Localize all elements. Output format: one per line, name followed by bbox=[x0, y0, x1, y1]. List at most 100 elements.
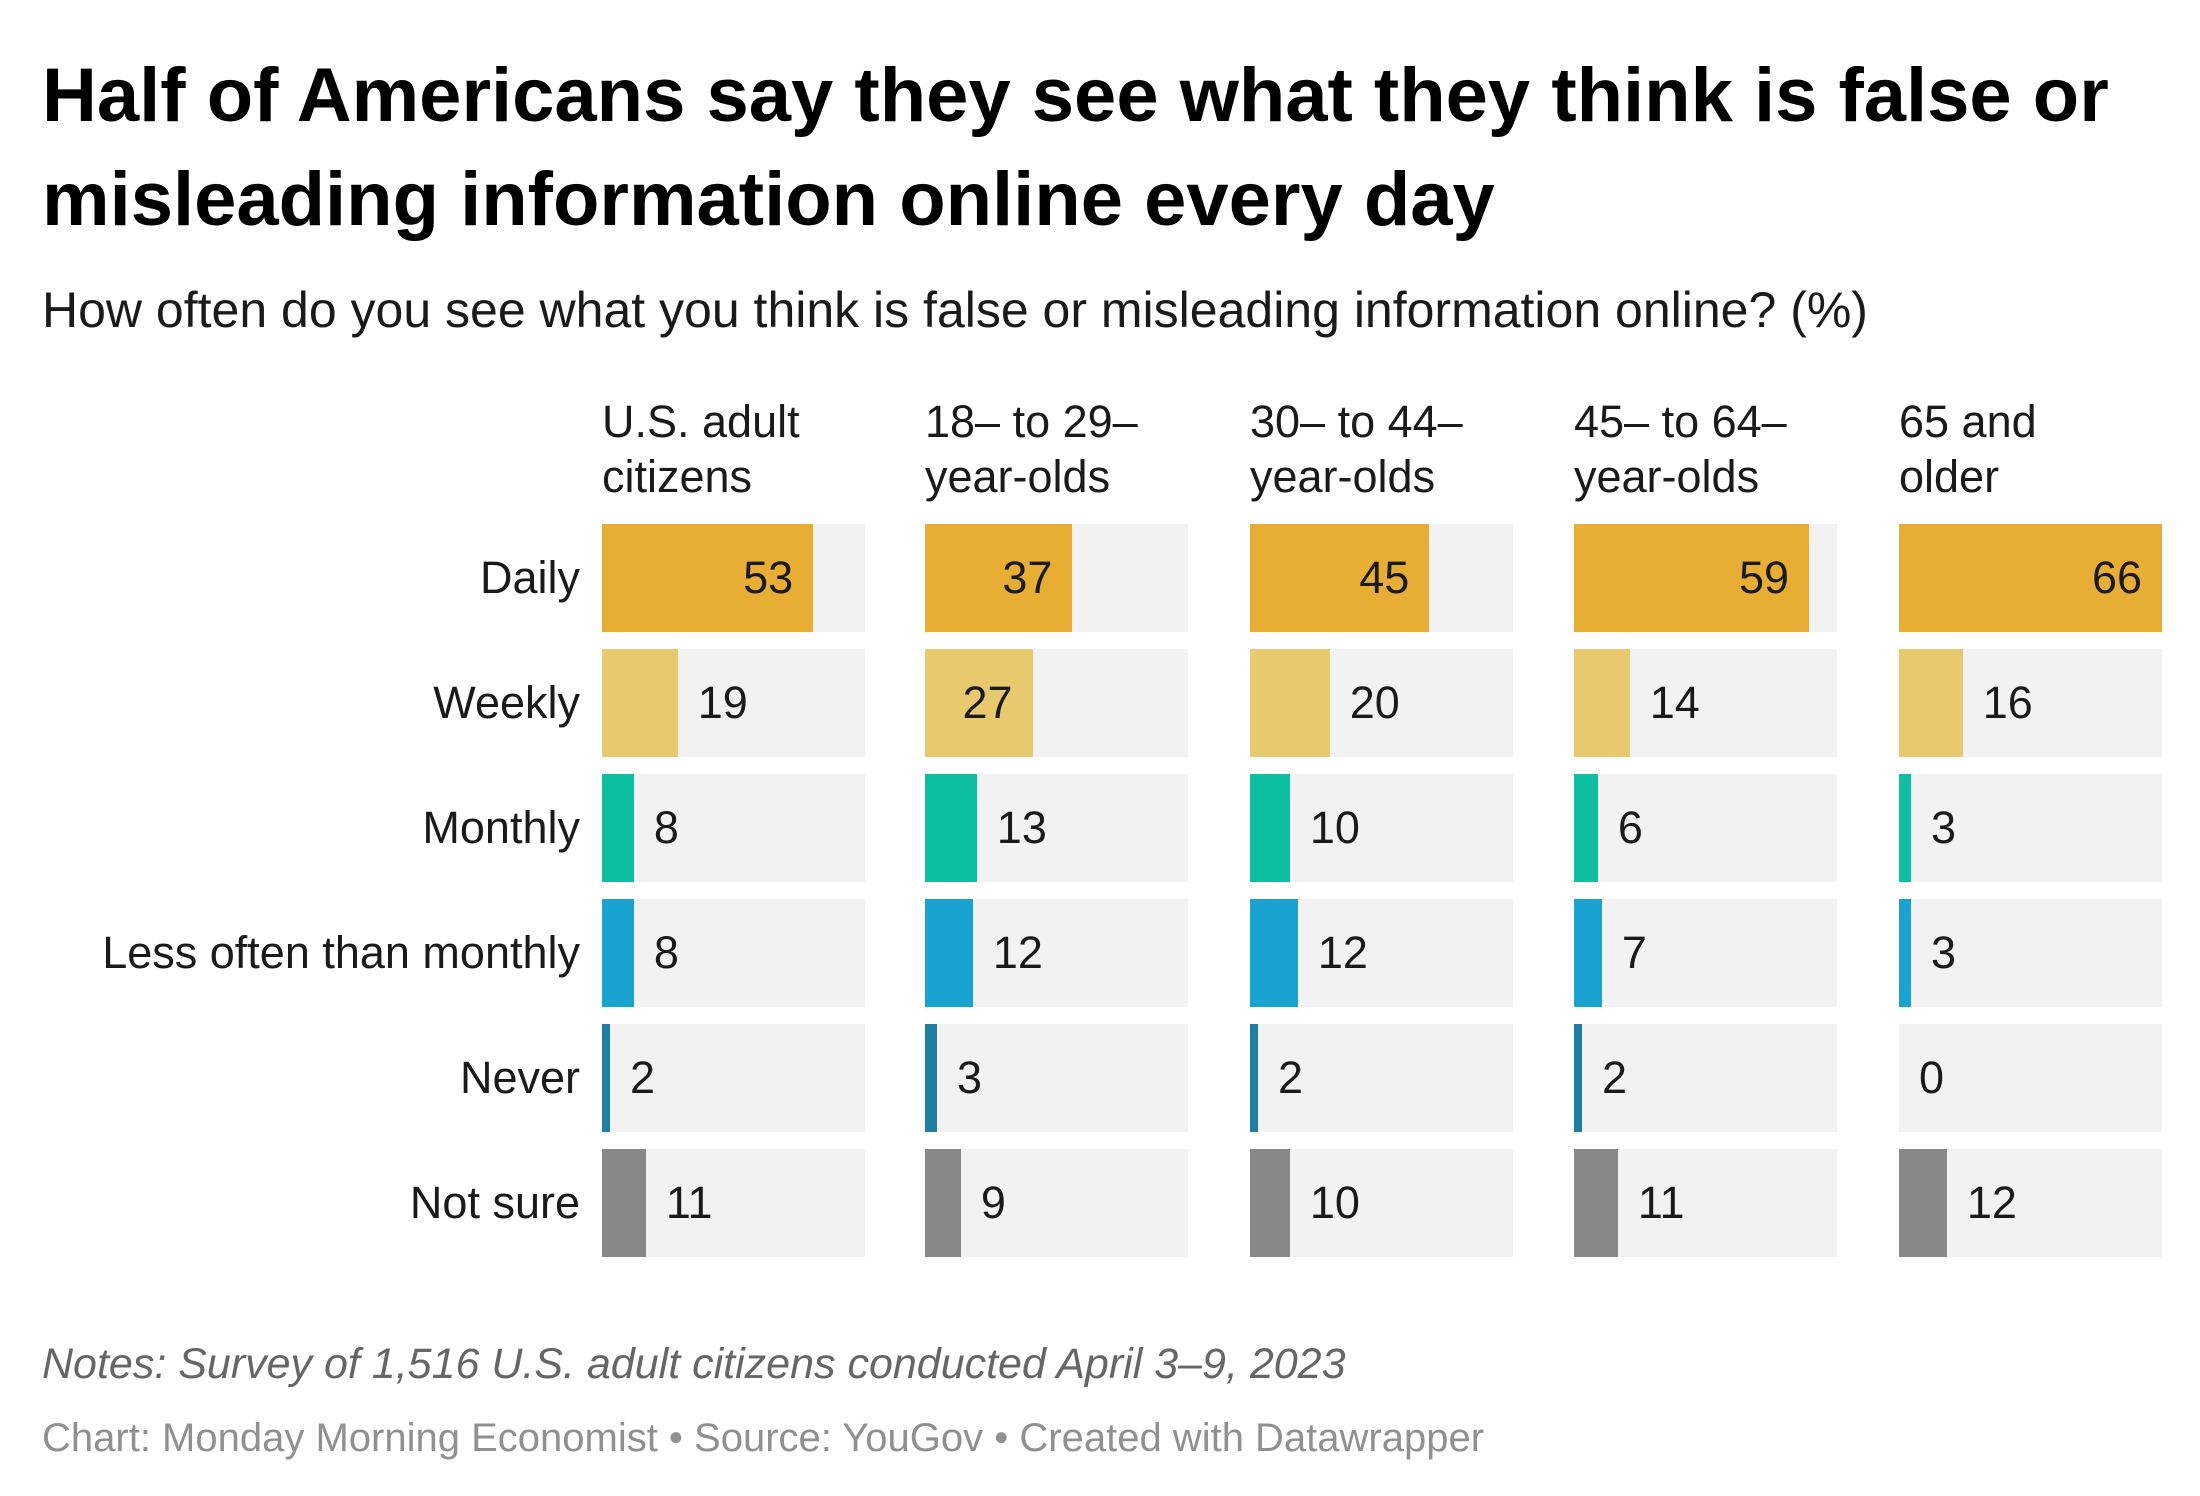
bar-weekly bbox=[1574, 649, 1630, 757]
data-label: 19 bbox=[697, 677, 748, 728]
data-label: 20 bbox=[1349, 677, 1400, 728]
bar-background bbox=[1574, 899, 1837, 1007]
data-label: 10 bbox=[1309, 802, 1360, 853]
data-label: 2 bbox=[1277, 1052, 1303, 1103]
bar-background bbox=[602, 1024, 865, 1132]
panel-header-2: 18– to 29– year-olds bbox=[925, 394, 1138, 504]
panel-header-1: U.S. adult citizens bbox=[602, 394, 800, 504]
bar-daily bbox=[602, 524, 814, 632]
bar-background bbox=[602, 899, 865, 1007]
bar-background bbox=[1250, 1149, 1513, 1257]
data-label: 8 bbox=[653, 802, 679, 853]
bar-monthly bbox=[602, 774, 634, 882]
panel-header-line: year-olds bbox=[1250, 451, 1436, 502]
data-label: 11 bbox=[665, 1177, 713, 1228]
bar-background bbox=[1574, 774, 1837, 882]
chart-title: Half of Americans say they see what they… bbox=[42, 53, 2109, 242]
bar-monthly bbox=[1899, 774, 1911, 882]
panel-header-line: U.S. adult bbox=[602, 396, 800, 447]
data-label: 0 bbox=[1919, 1052, 1945, 1103]
data-label: 66 bbox=[2091, 552, 2142, 603]
bar-daily bbox=[925, 524, 1073, 632]
bar-weekly bbox=[1250, 649, 1330, 757]
data-label: 7 bbox=[1621, 927, 1647, 978]
row-label-less-often-than-monthly: Less often than monthly bbox=[102, 927, 580, 978]
data-label: 11 bbox=[1637, 1177, 1685, 1228]
bar-background bbox=[1899, 774, 2162, 882]
bar-not-sure bbox=[925, 1149, 961, 1257]
bar-never bbox=[602, 1024, 610, 1132]
data-label: 53 bbox=[743, 552, 794, 603]
data-label: 13 bbox=[996, 802, 1047, 853]
panel-header-5: 65 and older bbox=[1899, 394, 2037, 504]
data-label: 9 bbox=[980, 1177, 1006, 1228]
panel-header-line: 45– to 64– bbox=[1574, 396, 1787, 447]
bar-background bbox=[602, 774, 865, 882]
panel-header-line: 18– to 29– bbox=[925, 396, 1138, 447]
bar-never bbox=[1574, 1024, 1582, 1132]
data-label: 37 bbox=[1002, 552, 1053, 603]
bar-daily bbox=[1574, 524, 1810, 632]
panel-header-line: older bbox=[1899, 451, 2000, 502]
bar-background bbox=[925, 1149, 1188, 1257]
bar-daily bbox=[1899, 524, 2162, 632]
bar-weekly bbox=[1899, 649, 1963, 757]
bar-less-often-than-monthly bbox=[1574, 899, 1602, 1007]
bar-background bbox=[1250, 1024, 1513, 1132]
bar-background bbox=[1574, 1024, 1837, 1132]
data-label: 10 bbox=[1309, 1177, 1360, 1228]
bar-not-sure bbox=[1899, 1149, 1947, 1257]
panel-header-4: 45– to 64– year-olds bbox=[1574, 394, 1787, 504]
panel-header-line: year-olds bbox=[1574, 451, 1760, 502]
data-label: 3 bbox=[1930, 802, 1956, 853]
bar-background bbox=[1899, 899, 2162, 1007]
data-label: 14 bbox=[1649, 677, 1700, 728]
data-label: 27 bbox=[962, 677, 1013, 728]
bar-not-sure bbox=[1574, 1149, 1618, 1257]
data-label: 6 bbox=[1617, 802, 1643, 853]
data-label: 45 bbox=[1359, 552, 1410, 603]
bar-less-often-than-monthly bbox=[1250, 899, 1298, 1007]
bar-monthly bbox=[925, 774, 977, 882]
bar-background bbox=[925, 1024, 1188, 1132]
panel-header-line: 30– to 44– bbox=[1250, 396, 1463, 447]
bar-weekly bbox=[925, 649, 1033, 757]
bar-not-sure bbox=[602, 1149, 646, 1257]
row-label-weekly: Weekly bbox=[433, 677, 580, 728]
bar-monthly bbox=[1574, 774, 1598, 882]
panel-header-line: 65 and bbox=[1899, 396, 2037, 447]
bar-background bbox=[602, 1149, 865, 1257]
data-label: 8 bbox=[653, 927, 679, 978]
data-label: 12 bbox=[992, 927, 1043, 978]
row-label-daily: Daily bbox=[479, 552, 580, 603]
panel-header-3: 30– to 44– year-olds bbox=[1250, 394, 1463, 504]
bar-never bbox=[1250, 1024, 1258, 1132]
data-label: 2 bbox=[629, 1052, 655, 1103]
panel-header-line: year-olds bbox=[925, 451, 1111, 502]
bar-never bbox=[925, 1024, 937, 1132]
chart-subtitle: How often do you see what you think is f… bbox=[42, 282, 1868, 338]
bar-background bbox=[1574, 1149, 1837, 1257]
bar-not-sure bbox=[1250, 1149, 1290, 1257]
data-label: 12 bbox=[1966, 1177, 2017, 1228]
bar-less-often-than-monthly bbox=[925, 899, 973, 1007]
data-label: 3 bbox=[1930, 927, 1956, 978]
panel-header-line: citizens bbox=[602, 451, 753, 502]
data-label: 59 bbox=[1739, 552, 1790, 603]
bar-less-often-than-monthly bbox=[602, 899, 634, 1007]
data-label: 12 bbox=[1317, 927, 1368, 978]
bar-daily bbox=[1250, 524, 1430, 632]
data-label: 16 bbox=[1982, 677, 2033, 728]
data-label: 3 bbox=[956, 1052, 982, 1103]
bar-monthly bbox=[1250, 774, 1290, 882]
bar-background bbox=[1899, 1024, 2162, 1132]
bar-background bbox=[1250, 774, 1513, 882]
chart-credits: Chart: Monday Morning Economist • Source… bbox=[42, 1416, 1485, 1460]
bar-weekly bbox=[602, 649, 678, 757]
bar-less-often-than-monthly bbox=[1899, 899, 1911, 1007]
row-label-never: Never bbox=[459, 1052, 580, 1103]
chart-notes: Notes: Survey of 1,516 U.S. adult citize… bbox=[42, 1340, 1346, 1388]
data-label: 2 bbox=[1601, 1052, 1627, 1103]
row-label-monthly: Monthly bbox=[422, 802, 580, 853]
